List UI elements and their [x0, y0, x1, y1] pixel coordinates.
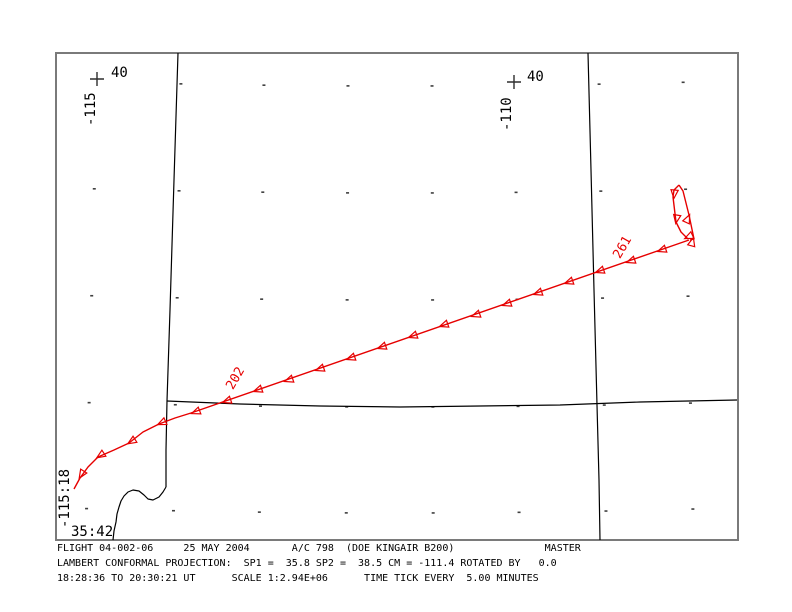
grid-dot: [691, 508, 695, 510]
time-tick-marker: [656, 244, 668, 253]
time-tick-marker: [532, 287, 544, 296]
time-tick-marker: [672, 213, 682, 225]
grid-dot: [345, 299, 349, 301]
grid-dot: [686, 295, 690, 297]
longitude-label-east: -110: [499, 97, 515, 131]
grid-dot: [684, 188, 688, 191]
grid-dot: [431, 512, 435, 514]
time-tick-marker: [78, 468, 88, 480]
grid-dot: [514, 191, 518, 194]
time-tick-marker: [221, 395, 233, 404]
grid-dot: [604, 510, 608, 512]
time-tick-marker: [683, 230, 695, 240]
grid-dot: [599, 190, 603, 192]
grid-dot: [681, 81, 685, 84]
graticule-cross: [90, 72, 104, 86]
latitude-label-east: 40: [527, 69, 544, 85]
grid-dot: [173, 403, 177, 406]
time-tick-marker: [407, 330, 419, 339]
state-border-east: [587, 52, 601, 541]
footer-time-scale-info: 18:28:36 TO 20:30:21 UT SCALE 1:2.94E+06…: [57, 573, 539, 584]
time-tick-marker: [190, 406, 202, 415]
grid-dot: [430, 85, 434, 87]
grid-dot: [92, 188, 96, 190]
grid-dot: [262, 84, 266, 86]
corner-latitude-label: 35:42: [71, 524, 114, 540]
grid-dot: [260, 298, 264, 300]
grid-dot: [517, 511, 521, 514]
graticule-cross: [507, 75, 521, 89]
grid-dot: [346, 85, 350, 87]
time-tick-marker: [501, 298, 513, 307]
grid-dot: [258, 405, 262, 407]
time-tick-marker: [314, 363, 326, 372]
time-tick-marker: [594, 265, 606, 274]
time-tick-marker: [470, 309, 482, 318]
grid-dot: [344, 512, 348, 514]
latitude-label-west: 40: [111, 65, 128, 81]
state-border-south: [166, 399, 738, 408]
grid-dot: [601, 297, 605, 299]
grid-dot: [179, 83, 183, 85]
grid-dot: [431, 299, 435, 301]
time-tick-marker: [156, 416, 168, 426]
grid-dot: [177, 190, 181, 192]
grid-dot: [171, 509, 175, 512]
time-tick-marker: [376, 341, 388, 350]
grid-dot: [85, 507, 89, 510]
grid-dot: [175, 296, 179, 299]
grid-dot: [516, 405, 520, 408]
grid-dot: [261, 191, 265, 193]
grid-dot: [346, 192, 350, 194]
footer-projection-info: LAMBERT CONFORMAL PROJECTION: SP1 = 35.8…: [57, 558, 557, 569]
map-frame: [55, 52, 739, 541]
longitude-label-west: -115: [83, 92, 99, 126]
time-tick-marker: [95, 449, 107, 459]
time-tick-marker: [563, 276, 575, 285]
grid-dot: [688, 402, 692, 404]
time-tick-marker: [625, 255, 637, 264]
grid-dot: [87, 401, 91, 404]
time-tick-marker: [681, 213, 691, 225]
grid-dot: [597, 83, 601, 85]
time-tick-marker: [126, 435, 138, 445]
flight-track-line: [672, 184, 689, 240]
time-tick-marker: [438, 319, 450, 328]
time-tick-marker: [670, 189, 680, 201]
state-border-west: [165, 52, 179, 487]
time-tick-marker: [283, 374, 295, 383]
grid-dot: [430, 192, 434, 194]
footer-flight-info: FLIGHT 04-002-06 25 MAY 2004 A/C 798 (DO…: [57, 543, 581, 554]
time-tick-marker: [686, 236, 696, 248]
corner-longitude-label: -115:18: [57, 468, 73, 528]
time-tick-marker: [252, 384, 264, 393]
grid-dot: [257, 511, 261, 513]
grid-dot: [90, 294, 94, 297]
grid-dot: [602, 404, 606, 406]
time-tick-marker: [345, 352, 357, 361]
river-border: [112, 486, 167, 541]
